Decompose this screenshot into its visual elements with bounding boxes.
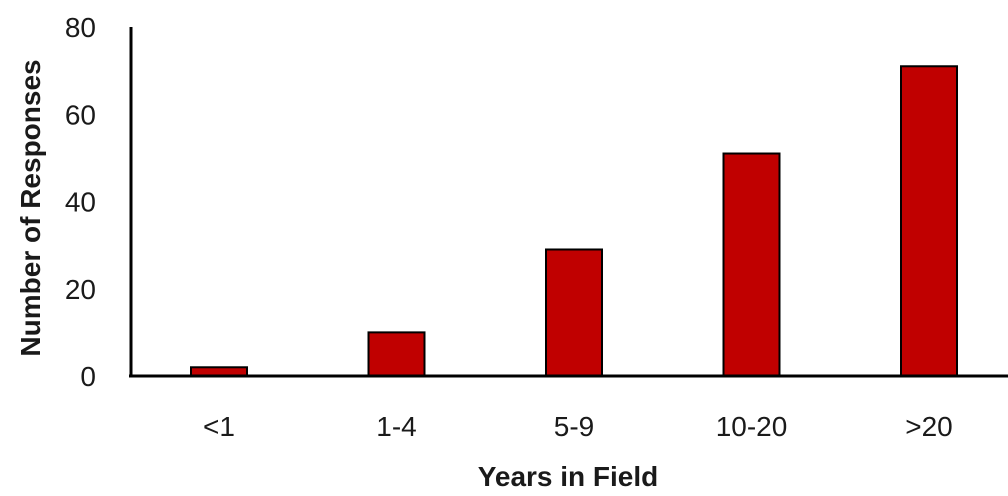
x-tick-label: >20 [905,411,953,442]
x-tick-label: <1 [203,411,235,442]
x-tick-label: 5-9 [554,411,594,442]
y-tick-label: 20 [65,274,96,305]
bars-group [190,65,958,377]
bar-3 [722,152,781,377]
y-axis-title: Number of Responses [15,59,46,356]
x-tick-label: 1-4 [376,411,416,442]
bar-1 [367,331,426,377]
y-tick-labels: 0 20 40 60 80 [65,12,96,392]
x-tick-label: 10-20 [716,411,788,442]
y-tick-label: 40 [65,187,96,218]
y-tick-label: 60 [65,99,96,130]
bar-2 [545,248,603,377]
x-tick-labels: <1 1-4 5-9 10-20 >20 [203,411,953,442]
y-tick-label: 0 [80,361,96,392]
bar-4 [900,65,958,377]
plot-area: 0 20 40 60 80 <1 1-4 5-9 10-20 >20 [65,12,1008,442]
y-tick-label: 80 [65,12,96,43]
x-axis-title: Years in Field [478,461,659,492]
